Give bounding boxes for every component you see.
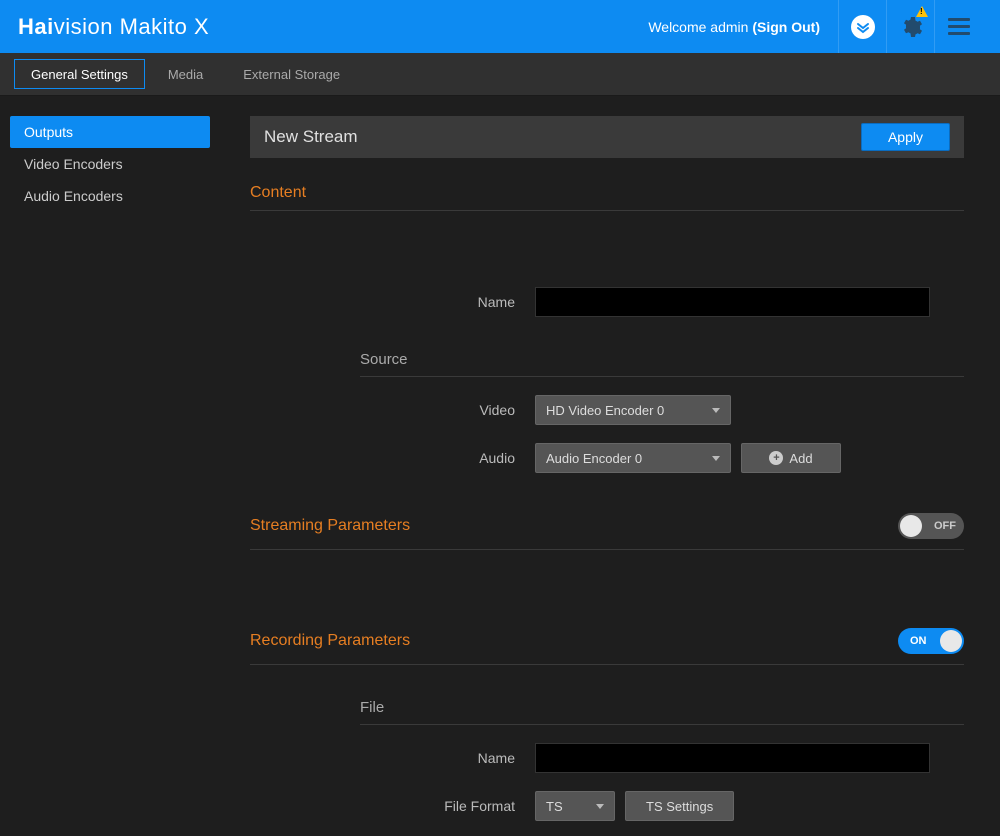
subsection-source: Source: [360, 351, 964, 377]
row-file-name: Name: [250, 743, 964, 773]
toggle-knob: [900, 515, 922, 537]
add-audio-button[interactable]: + Add: [741, 443, 841, 473]
label-name: Name: [250, 294, 535, 310]
video-selected: HD Video Encoder 0: [546, 403, 664, 418]
tab-general-settings[interactable]: General Settings: [14, 59, 145, 89]
header-right: Welcome admin (Sign Out): [648, 0, 982, 53]
row-file-format: File Format TS TS Settings: [250, 791, 964, 821]
toggle-knob: [940, 630, 962, 652]
sidebar-item-video-encoders[interactable]: Video Encoders: [10, 148, 210, 180]
row-audio: Audio Audio Encoder 0 + Add: [250, 443, 964, 473]
gear-icon: [899, 15, 923, 39]
section-recording: Recording Parameters ON: [250, 628, 964, 665]
label-file-name: Name: [250, 750, 535, 766]
row-video: Video HD Video Encoder 0: [250, 395, 964, 425]
tab-external-storage[interactable]: External Storage: [226, 59, 357, 89]
subsection-file: File: [360, 699, 964, 725]
warning-badge-icon: [916, 6, 928, 17]
sidebar-item-label: Outputs: [24, 124, 73, 140]
video-dropdown[interactable]: HD Video Encoder 0: [535, 395, 731, 425]
status-icon: [851, 15, 875, 39]
sidebar-item-outputs[interactable]: Outputs: [10, 116, 210, 148]
plus-icon: +: [769, 451, 783, 465]
section-recording-title: Recording Parameters: [250, 632, 410, 650]
panel-title: New Stream: [264, 127, 358, 147]
tab-label: Media: [168, 67, 203, 82]
brand-rest: vision Makito X: [54, 14, 209, 39]
sidebar-item-label: Video Encoders: [24, 156, 123, 172]
row-name: Name: [250, 287, 964, 317]
name-input[interactable]: [535, 287, 930, 317]
format-selected: TS: [546, 799, 563, 814]
label-video: Video: [250, 402, 535, 418]
audio-dropdown[interactable]: Audio Encoder 0: [535, 443, 731, 473]
section-streaming: Streaming Parameters OFF: [250, 513, 964, 550]
file-format-dropdown[interactable]: TS: [535, 791, 615, 821]
settings-icon-button[interactable]: [886, 0, 934, 53]
add-label: Add: [789, 451, 812, 466]
brand-bold: Hai: [18, 14, 54, 39]
main-panel: New Stream Apply Content Name Source Vid…: [220, 96, 1000, 836]
file-name-input[interactable]: [535, 743, 930, 773]
hamburger-icon: [948, 18, 970, 35]
section-streaming-title: Streaming Parameters: [250, 517, 410, 535]
audio-selected: Audio Encoder 0: [546, 451, 642, 466]
tabs-row: General Settings Media External Storage: [0, 53, 1000, 96]
sidebar-item-label: Audio Encoders: [24, 188, 123, 204]
brand-logo: Haivision Makito X: [18, 14, 209, 40]
tab-label: External Storage: [243, 67, 340, 82]
recording-toggle[interactable]: ON: [898, 628, 964, 654]
tab-media[interactable]: Media: [151, 59, 220, 89]
panel-header: New Stream Apply: [250, 116, 964, 158]
chevron-down-icon: [712, 456, 720, 461]
ts-settings-button[interactable]: TS Settings: [625, 791, 734, 821]
section-content-title: Content: [250, 184, 964, 211]
welcome-text: Welcome admin (Sign Out): [648, 19, 820, 35]
welcome-prefix: Welcome admin: [648, 19, 752, 35]
toggle-state: OFF: [934, 520, 956, 532]
chevron-down-icon: [596, 804, 604, 809]
sidebar: Outputs Video Encoders Audio Encoders: [0, 96, 220, 836]
chevron-down-icon: [712, 408, 720, 413]
sidebar-item-audio-encoders[interactable]: Audio Encoders: [10, 180, 210, 212]
tab-label: General Settings: [31, 67, 128, 82]
body-layout: Outputs Video Encoders Audio Encoders Ne…: [0, 96, 1000, 836]
streaming-toggle[interactable]: OFF: [898, 513, 964, 539]
top-header: Haivision Makito X Welcome admin (Sign O…: [0, 0, 1000, 53]
label-audio: Audio: [250, 450, 535, 466]
toggle-state: ON: [910, 635, 927, 647]
menu-icon-button[interactable]: [934, 0, 982, 53]
label-file-format: File Format: [250, 798, 535, 814]
ts-settings-label: TS Settings: [646, 799, 713, 814]
status-icon-button[interactable]: [838, 0, 886, 53]
sign-out-link[interactable]: (Sign Out): [752, 19, 820, 35]
apply-button[interactable]: Apply: [861, 123, 950, 151]
